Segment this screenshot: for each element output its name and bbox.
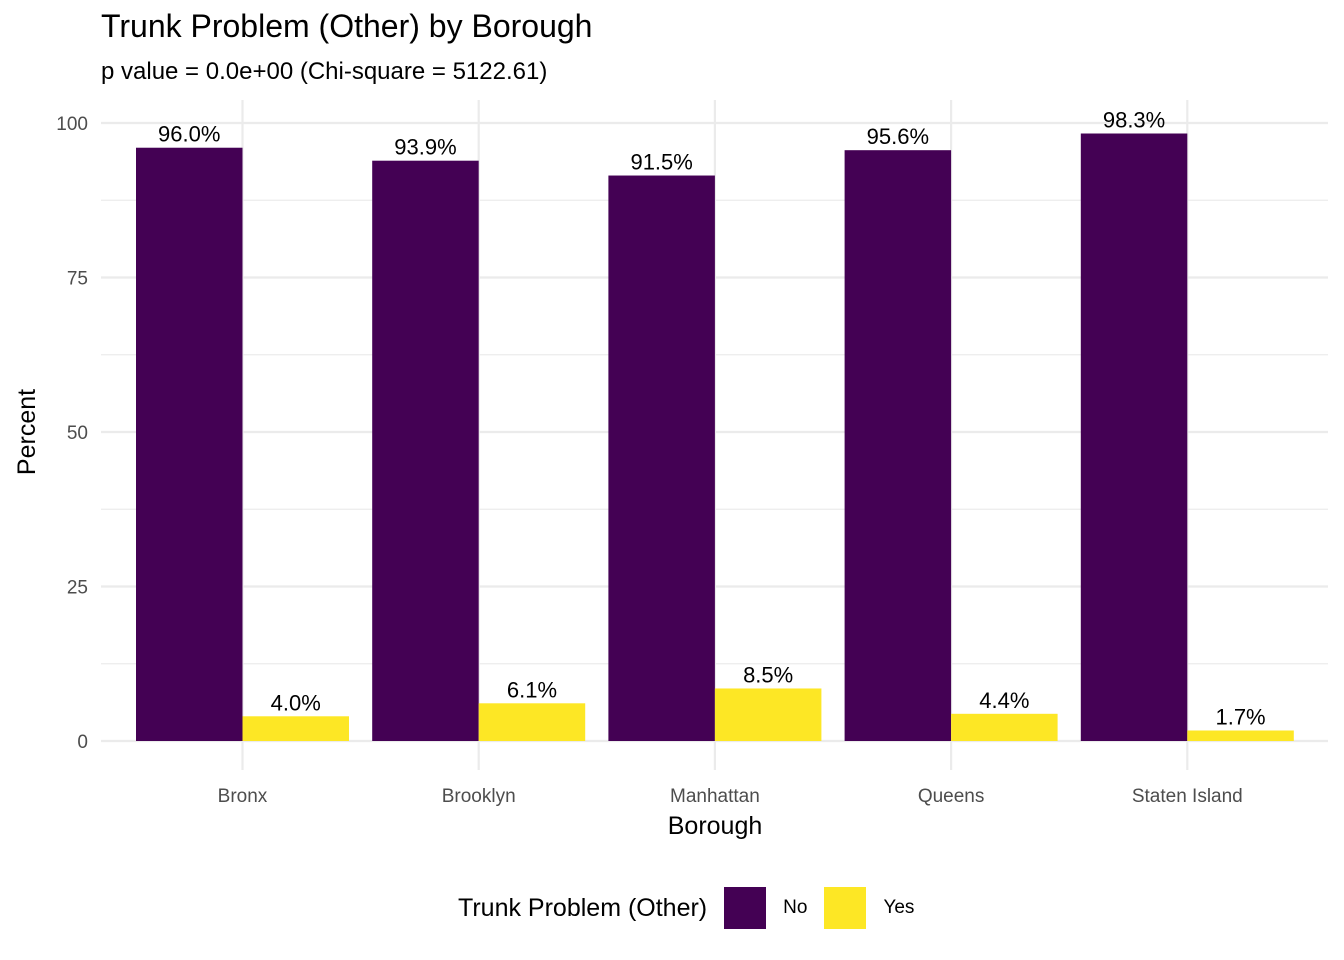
data-labels: 96.0% 4.0% 93.9% 6.1% 91.5% 8.5% 95.6% 4.4% 98.3… — [158, 108, 1266, 730]
data-label-brooklyn-yes: 6.1% — [507, 677, 557, 702]
bar-staten-island-no — [1080, 133, 1188, 742]
data-label-queens-no: 95.6% — [867, 124, 929, 149]
data-label-bronx-no: 96.0% — [158, 122, 220, 147]
bar-manhattan-no — [608, 175, 715, 741]
bars — [136, 133, 1294, 742]
legend: Trunk Problem (Other) No Yes — [0, 884, 1344, 934]
y-tick-label: 100 — [56, 114, 88, 135]
x-tick-label: Bronx — [218, 786, 268, 807]
y-axis-title: Percent — [13, 389, 41, 475]
x-tick-label: Brooklyn — [442, 786, 516, 807]
legend-label-no: No — [783, 897, 808, 918]
bar-brooklyn-no — [372, 160, 479, 741]
data-label-manhattan-yes: 8.5% — [743, 662, 793, 687]
x-tick-label: Staten Island — [1132, 786, 1243, 807]
x-tick-label: Manhattan — [670, 786, 760, 807]
x-axis-ticks: Bronx Brooklyn Manhattan Queens Staten Islan… — [218, 786, 1243, 807]
chart-subtitle: p value = 0.0e+00 (Chi-square = 5122.61) — [101, 58, 548, 85]
legend-label-yes: Yes — [883, 897, 915, 918]
bar-queens-no — [844, 150, 952, 741]
data-label-bronx-yes: 4.0% — [271, 690, 321, 715]
y-tick-label: 25 — [67, 578, 88, 599]
data-label-queens-yes: 4.4% — [979, 688, 1029, 713]
chart-title: Trunk Problem (Other) by Borough — [101, 8, 593, 44]
legend-key-yes — [824, 887, 867, 929]
bar-chart: 96.0% 4.0% 93.9% 6.1% 91.5% 8.5% 95.6% 4.4% 98.3… — [13, 100, 1328, 840]
x-tick-label: Queens — [918, 786, 985, 807]
y-tick-label: 50 — [67, 423, 88, 444]
data-label-brooklyn-no: 93.9% — [394, 135, 456, 160]
bar-brooklyn-yes — [478, 703, 586, 741]
data-label-staten-island-no: 98.3% — [1103, 108, 1165, 133]
bar-queens-yes — [951, 713, 1058, 741]
bar-bronx-no — [136, 147, 243, 742]
x-axis-title: Borough — [668, 812, 763, 840]
y-tick-label: 0 — [77, 732, 88, 753]
data-label-staten-island-yes: 1.7% — [1215, 704, 1265, 729]
y-axis-ticks: 0 25 50 75 100 — [56, 114, 88, 753]
bar-staten-island-yes — [1187, 730, 1294, 741]
bar-manhattan-yes — [714, 688, 822, 741]
data-label-manhattan-no: 91.5% — [630, 150, 692, 175]
legend-title: Trunk Problem (Other) — [458, 893, 708, 922]
y-tick-label: 75 — [67, 269, 88, 290]
bar-bronx-yes — [242, 716, 349, 741]
legend-key-no — [724, 887, 767, 929]
